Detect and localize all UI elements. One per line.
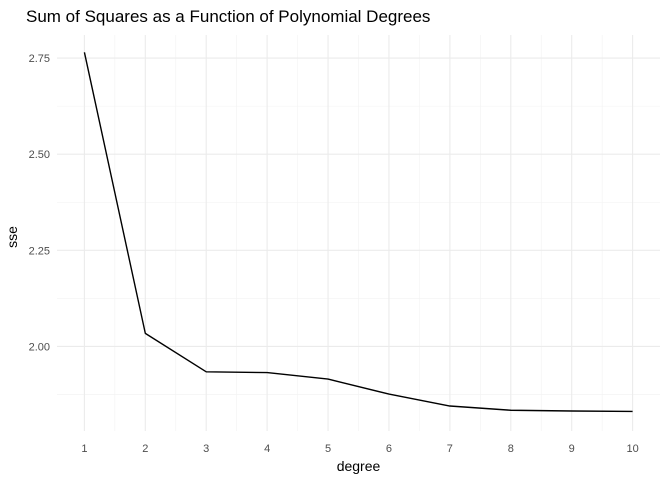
x-tick-label: 9 — [569, 443, 575, 455]
y-axis-title: sse — [4, 226, 20, 248]
x-axis-ticks: 1 2 3 4 5 6 7 8 9 10 — [81, 443, 638, 455]
x-tick-label: 1 — [81, 443, 87, 455]
x-tick-label: 10 — [626, 443, 638, 455]
y-tick-label: 2.25 — [29, 245, 50, 257]
y-tick-label: 2.00 — [29, 341, 50, 353]
grid — [57, 35, 660, 431]
y-axis-ticks: 2.00 2.25 2.50 2.75 — [29, 53, 50, 353]
x-tick-label: 6 — [386, 443, 392, 455]
chart-title: Sum of Squares as a Function of Polynomi… — [26, 7, 430, 26]
x-tick-label: 4 — [264, 443, 270, 455]
y-tick-label: 2.75 — [29, 53, 50, 65]
x-tick-label: 7 — [447, 443, 453, 455]
x-tick-label: 3 — [203, 443, 209, 455]
sse-line — [83, 52, 633, 413]
x-tick-label: 5 — [325, 443, 331, 455]
series — [83, 52, 633, 413]
x-tick-label: 8 — [508, 443, 514, 455]
x-axis-title: degree — [337, 458, 381, 474]
y-tick-label: 2.50 — [29, 149, 50, 161]
x-tick-label: 2 — [142, 443, 148, 455]
